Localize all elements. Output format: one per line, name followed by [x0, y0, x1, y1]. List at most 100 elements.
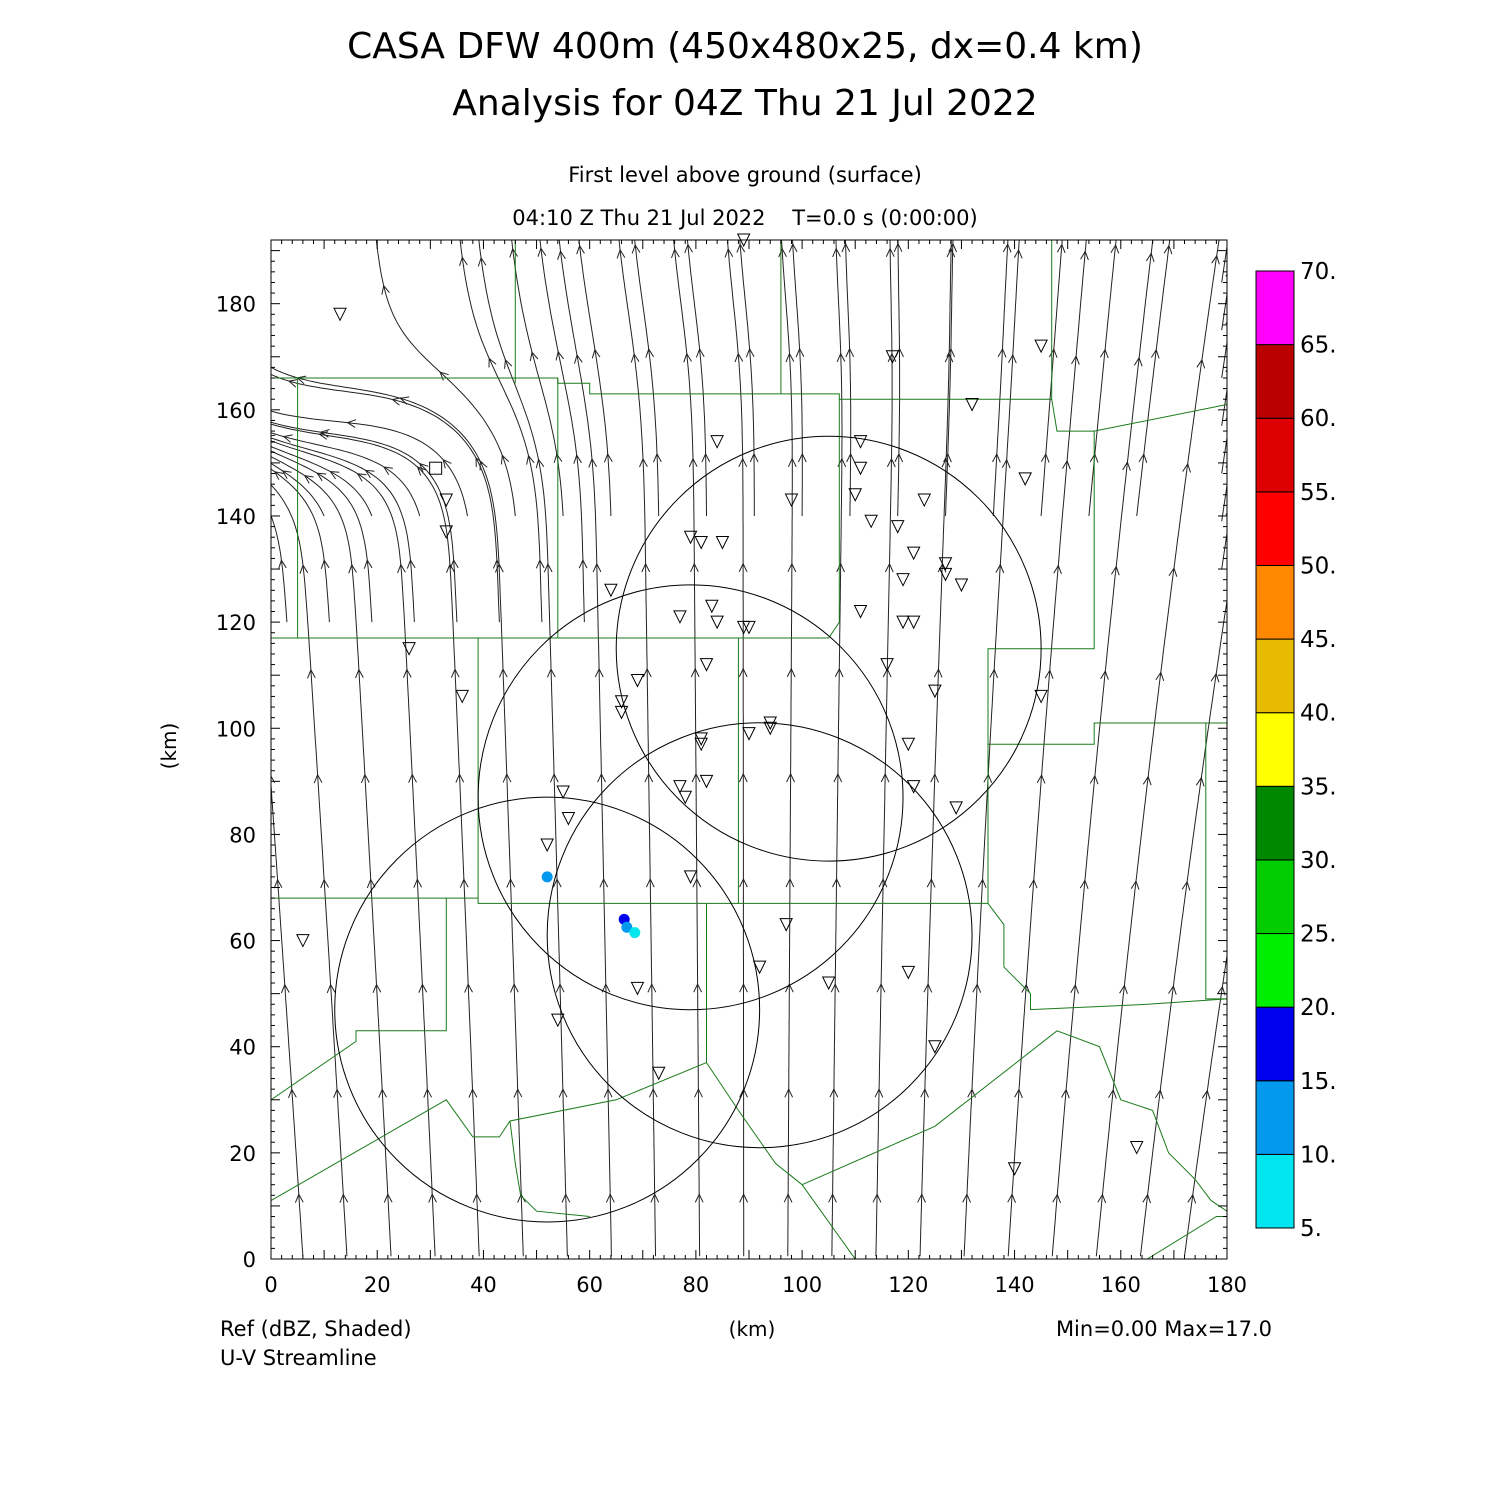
streamline: [558, 240, 612, 1257]
streamline-arrow: [446, 563, 455, 573]
streamline-arrow: [339, 1193, 349, 1203]
streamline-arrow: [459, 878, 469, 888]
station-marker: [853, 461, 868, 476]
streamline: [271, 778, 304, 1257]
station-marker: [853, 605, 868, 619]
streamline-arrow: [364, 469, 375, 479]
streamline-arrow: [872, 1193, 882, 1203]
station-marker: [540, 838, 554, 853]
colorbar-label: 60.: [1300, 406, 1337, 432]
streamline-arrow: [535, 458, 545, 469]
streamline: [271, 423, 480, 1257]
streamline-arrow: [923, 983, 933, 993]
streamline-arrow: [1130, 879, 1140, 890]
plot-area: 0 20 40 60 80 100 120 140 160 180 0 20 40 60 80 100 120 1…: [216, 233, 1247, 1297]
station-marker: [901, 965, 916, 980]
streamline: [781, 240, 793, 1257]
station-marker: [853, 435, 868, 449]
streamline-arrow: [1044, 669, 1054, 679]
x-tick-label: 20: [364, 1273, 391, 1297]
streamline-arrow: [645, 877, 655, 888]
streamline-arrow: [788, 242, 798, 253]
streamline-arrow: [688, 457, 698, 468]
radar-3-range-ring: [334, 796, 761, 1223]
streamline-arrow: [492, 558, 502, 569]
streamline-arrow: [509, 247, 519, 258]
streamline-arrow: [616, 248, 626, 259]
streamline-arrow: [641, 562, 651, 573]
county-line: [738, 648, 989, 904]
streamline-arrow: [320, 878, 330, 889]
station-marker: [954, 578, 969, 593]
streamline: [875, 240, 893, 1257]
station-marker: [1129, 1141, 1144, 1155]
station-marker: [699, 774, 714, 789]
streamline-arrow: [946, 347, 956, 358]
streamline-arrow: [573, 454, 582, 464]
colorbar-label: 25.: [1300, 922, 1337, 948]
streamline-arrow: [1142, 775, 1152, 786]
streamline: [897, 240, 901, 517]
streamline-arrow: [1070, 983, 1079, 994]
station-marker: [683, 870, 698, 884]
colorbar-swatch: [1255, 712, 1295, 787]
county-line: [801, 1030, 1227, 1212]
streamline-arrow: [355, 668, 364, 679]
footer-min-max: Min=0.00 Max=17.0: [1056, 1317, 1272, 1341]
station-marker: [550, 1013, 565, 1028]
station-marker: [439, 525, 454, 540]
x-tick-label: 60: [576, 1273, 603, 1297]
county-line: [1205, 722, 1227, 1000]
streamline-arrow: [333, 1088, 342, 1098]
streamline-arrow: [1226, 575, 1227, 578]
streamline-arrow: [878, 877, 888, 888]
streamline-arrow: [693, 982, 703, 993]
streamline-arrow: [1052, 1193, 1061, 1204]
streamline-arrow: [833, 772, 843, 783]
streamlines: [271, 240, 1227, 1257]
streamline: [271, 421, 458, 623]
streamline-arrow: [989, 668, 999, 679]
streamline-arrow: [549, 772, 559, 783]
station-marker: [1018, 472, 1032, 486]
radar-4-range-ring: [546, 722, 973, 1149]
streamline-arrow: [366, 878, 376, 889]
streamline-arrow: [1196, 358, 1206, 369]
streamline-arrow: [828, 1193, 837, 1203]
title-line-2: Analysis for 04Z Thu 21 Jul 2022: [452, 83, 1037, 124]
plot-border: [270, 239, 1228, 1260]
streamline-arrow: [786, 772, 795, 783]
streamline: [271, 373, 500, 623]
streamline-arrow: [739, 982, 748, 993]
streamline-arrow: [605, 1193, 615, 1203]
streamline-arrow: [537, 247, 547, 257]
station-marker: [614, 705, 629, 720]
streamline-arrow: [1014, 1088, 1023, 1099]
y-tick-label: 140: [216, 505, 256, 529]
streamline-arrow: [1056, 243, 1066, 254]
streamline-arrow: [738, 772, 748, 783]
streamline-arrow: [683, 352, 692, 363]
station-marker: [439, 493, 454, 508]
colorbar-label: 45.: [1300, 627, 1337, 653]
streamline-arrow: [1061, 1088, 1070, 1099]
streamline-arrow: [650, 1193, 660, 1203]
streamline: [1088, 240, 1117, 517]
streamline-arrow: [876, 982, 886, 993]
streamline: [539, 240, 585, 623]
streamline: [271, 456, 392, 1257]
streamline-arrow: [449, 558, 459, 569]
colorbar-swatch: [1255, 1006, 1295, 1082]
station-marker: [710, 435, 724, 449]
streamline-arrow: [1002, 242, 1012, 253]
county-line: [271, 240, 1053, 400]
streamline-arrow: [749, 452, 759, 463]
streamline-arrow: [1168, 566, 1178, 577]
streamline-arrow: [1053, 564, 1062, 575]
streamline-arrow: [592, 562, 602, 573]
streamline-arrow: [418, 983, 428, 993]
streamline-arrow: [1138, 453, 1148, 463]
streamline: [945, 240, 954, 517]
streamline: [1139, 597, 1227, 1257]
